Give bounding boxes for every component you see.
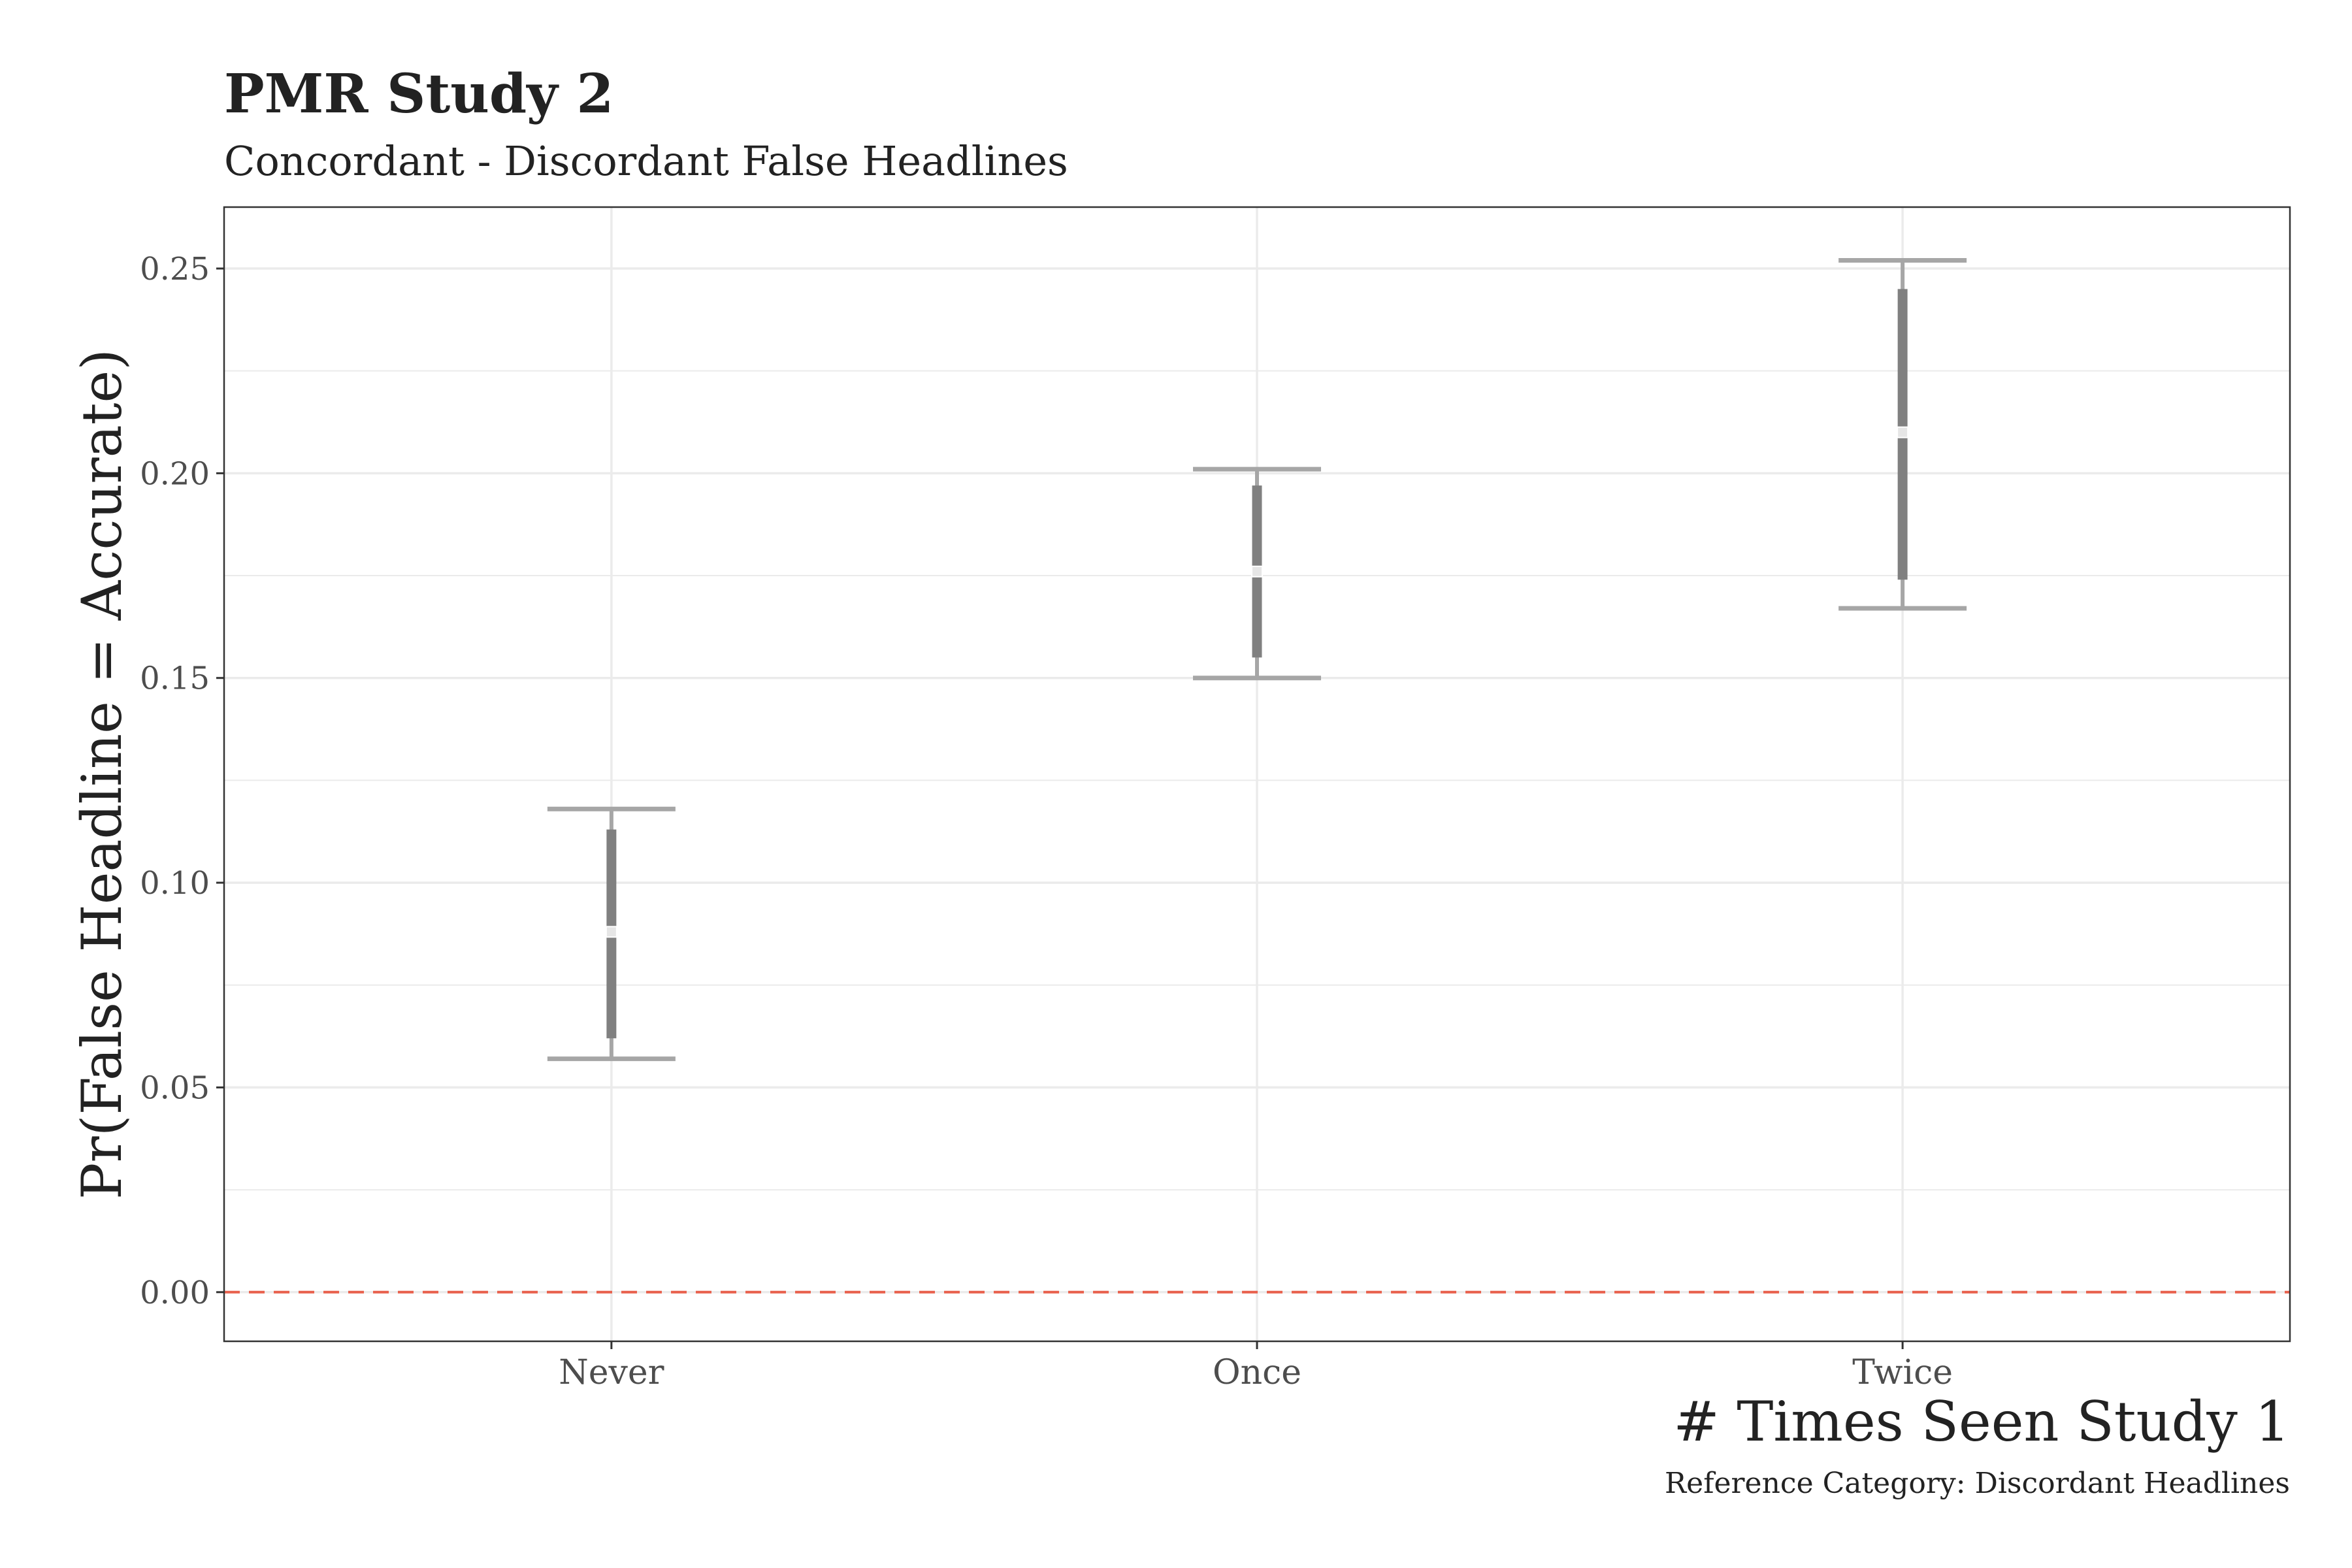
error-bars (547, 257, 1967, 1062)
error-bar-never (547, 806, 676, 1062)
chart-subtitle: Concordant - Discordant False Headlines (224, 137, 1068, 185)
y-tick-label: 0.20 (140, 455, 210, 492)
gridlines (224, 207, 2290, 1341)
y-tick-label: 0.15 (140, 661, 210, 697)
y-axis-label: Pr(False Headline = Accurate) (70, 349, 134, 1200)
y-tick-label: 0.25 (140, 251, 210, 287)
y-axis: 0.00 0.05 0.10 0.15 0.20 0.25 (140, 251, 224, 1311)
point-estimate (1251, 565, 1263, 578)
x-tick-label: Once (1213, 1353, 1301, 1392)
x-axis-label: # Times Seen Study 1 (1673, 1390, 2290, 1454)
chart-caption: Reference Category: Discordant Headlines (1665, 1467, 2290, 1500)
error-bar-once (1193, 466, 1321, 681)
x-axis: Never Once Twice (559, 1341, 1953, 1392)
y-tick-label: 0.10 (140, 865, 210, 902)
error-bar-twice (1838, 257, 1967, 611)
y-tick-label: 0.05 (140, 1070, 210, 1106)
point-estimate (1897, 426, 1909, 438)
chart-title: PMR Study 2 (224, 63, 613, 125)
x-tick-label: Twice (1852, 1353, 1953, 1392)
y-tick-label: 0.00 (140, 1275, 210, 1311)
point-estimate (605, 926, 617, 938)
x-tick-label: Never (559, 1353, 664, 1392)
